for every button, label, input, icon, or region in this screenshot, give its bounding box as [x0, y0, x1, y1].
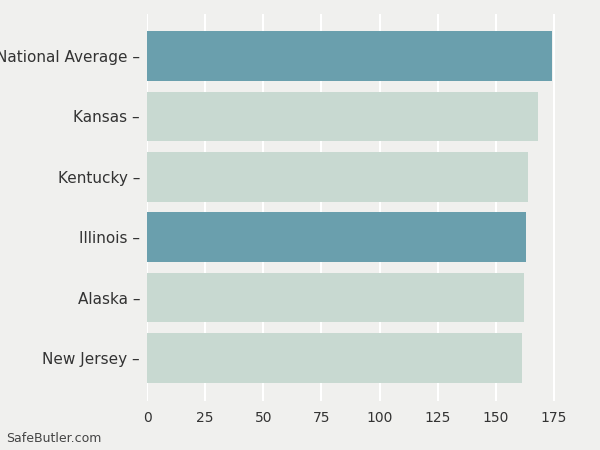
- Text: SafeButler.com: SafeButler.com: [6, 432, 101, 446]
- Bar: [147, 273, 524, 323]
- Bar: [147, 333, 521, 383]
- Bar: [147, 152, 529, 202]
- Bar: [147, 31, 552, 81]
- Bar: [147, 91, 538, 141]
- Bar: [147, 212, 526, 262]
